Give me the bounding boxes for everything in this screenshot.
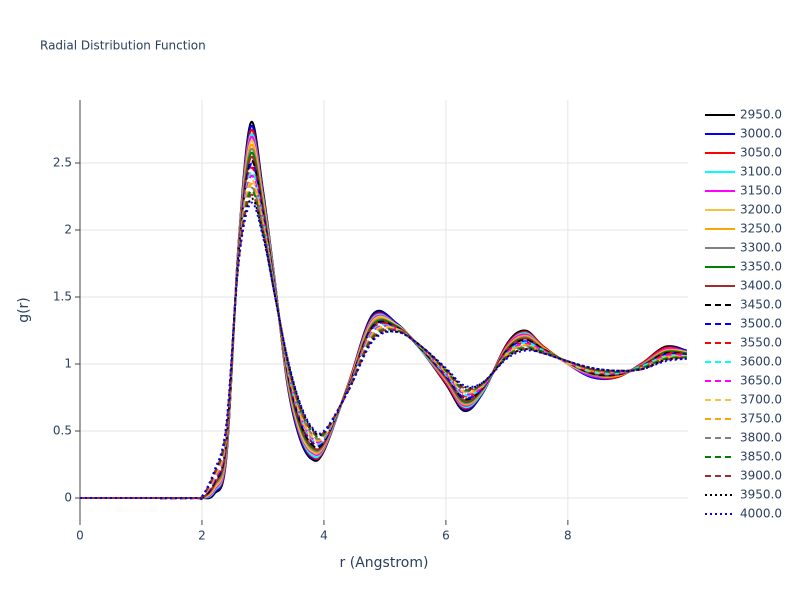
legend-label: 3150.0 (740, 184, 782, 198)
legend-item[interactable]: 3200.0 (705, 203, 782, 217)
legend-label: 3950.0 (740, 488, 782, 502)
y-tick-label: 0.5 (53, 424, 72, 438)
legend-item[interactable]: 3600.0 (705, 355, 782, 369)
legend-label: 3900.0 (740, 469, 782, 483)
legend-label: 3550.0 (740, 336, 782, 350)
legend-label: 3600.0 (740, 355, 782, 369)
series-line (80, 124, 687, 500)
legend-item[interactable]: 3650.0 (705, 374, 782, 388)
legend-label: 3500.0 (740, 317, 782, 331)
series-line (80, 189, 687, 500)
legend-label: 2950.0 (740, 108, 782, 122)
series-line (80, 186, 687, 500)
x-axis-title: r (Angstrom) (340, 555, 429, 571)
legend-item[interactable]: 3800.0 (705, 431, 782, 445)
legend-label: 3350.0 (740, 260, 782, 274)
legend-item[interactable]: 3250.0 (705, 222, 782, 236)
legend-item[interactable]: 3850.0 (705, 450, 782, 464)
series-line (80, 155, 687, 501)
legend-item[interactable]: 3400.0 (705, 279, 782, 293)
y-tick-label: 1.5 (53, 290, 72, 304)
x-tick-label: 6 (442, 529, 450, 543)
legend-item[interactable]: 3050.0 (705, 146, 782, 160)
legend-label: 3000.0 (740, 127, 782, 141)
legend-item[interactable]: 3900.0 (705, 469, 782, 483)
legend-label: 3750.0 (740, 412, 782, 426)
legend-label: 3200.0 (740, 203, 782, 217)
series-line (80, 170, 687, 500)
legend-item[interactable]: 3500.0 (705, 317, 782, 331)
legend-item[interactable]: 3000.0 (705, 127, 782, 141)
legend-label: 3100.0 (740, 165, 782, 179)
legend-item[interactable]: 3100.0 (705, 165, 782, 179)
legend: 2950.0 3000.0 3050.0 3100.0 3150.0 3200.0 3250… (705, 108, 782, 521)
legend-label: 3450.0 (740, 298, 782, 312)
series-line (80, 174, 687, 500)
y-tick-label: 2 (64, 222, 72, 236)
x-tick-label: 4 (320, 529, 328, 543)
series-line (80, 120, 688, 500)
series-line (80, 128, 688, 500)
legend-item[interactable]: 3450.0 (705, 298, 782, 312)
y-tick-label: 1 (64, 357, 72, 371)
legend-label: 3300.0 (740, 241, 782, 255)
series-line (80, 178, 687, 500)
series-line (80, 193, 687, 500)
legend-label: 3700.0 (740, 393, 782, 407)
chart-title: Radial Distribution Function (40, 39, 206, 53)
plot-area (80, 120, 688, 501)
legend-label: 3800.0 (740, 431, 782, 445)
series-line (80, 182, 687, 500)
series-line (80, 197, 687, 500)
legend-label: 3250.0 (740, 222, 782, 236)
y-tick-label: 0 (64, 491, 72, 505)
legend-label: 4000.0 (740, 507, 782, 521)
legend-label: 3050.0 (740, 146, 782, 160)
legend-item[interactable]: 2950.0 (705, 108, 782, 122)
x-tick-label: 2 (198, 529, 206, 543)
legend-item[interactable]: 3550.0 (705, 336, 782, 350)
legend-item[interactable]: 3700.0 (705, 393, 782, 407)
legend-label: 3650.0 (740, 374, 782, 388)
legend-label: 3850.0 (740, 450, 782, 464)
y-tick-label: 2.5 (53, 155, 72, 169)
x-tick-label: 0 (76, 529, 84, 543)
legend-item[interactable]: 3950.0 (705, 488, 782, 502)
y-axis-title: g(r) (16, 297, 32, 323)
series-line (80, 201, 687, 501)
legend-item[interactable]: 4000.0 (705, 507, 782, 521)
legend-item[interactable]: 3300.0 (705, 241, 782, 255)
legend-label: 3400.0 (740, 279, 782, 293)
x-tick-label: 8 (564, 529, 572, 543)
grid: 0 2 4 6 8 0 0.5 1 1.5 2 2.5 (53, 100, 688, 543)
legend-item[interactable]: 3750.0 (705, 412, 782, 426)
legend-item[interactable]: 3350.0 (705, 260, 782, 274)
legend-item[interactable]: 3150.0 (705, 184, 782, 198)
